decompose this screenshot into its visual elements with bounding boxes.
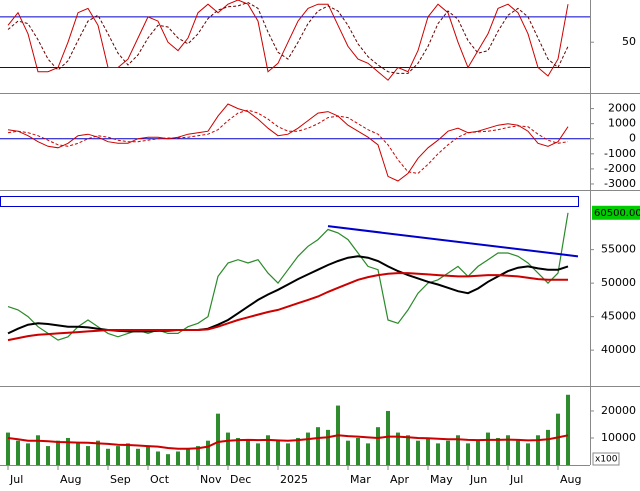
x-tick-label: Jun [469,473,487,486]
volume-bar [456,435,460,465]
volume-bar [316,427,320,465]
volume-bar [516,440,520,465]
x-tick-label: Jul [9,473,23,486]
volume-bar [176,451,180,465]
trendline [327,225,579,258]
volume-bar [56,440,60,465]
x-tick-label: Sep [110,473,131,486]
x-tick-label: Mar [350,473,371,486]
volume-bar [426,437,430,465]
series-line [7,255,569,335]
y-tick-label: -2000 [604,162,636,175]
series-line [7,434,569,450]
x-tick-label: 2025 [280,473,308,486]
volume-bar [96,440,100,465]
volume-bar [476,440,480,465]
x-tick-label: Oct [150,473,170,486]
volume-bar [286,443,290,465]
y-tick-label: 55000 [601,243,636,256]
y-tick-label: 50 [622,35,636,48]
series-line [7,0,569,81]
volume-bar [36,435,40,465]
volume-bar [566,394,570,465]
x-tick-label: Dec [230,473,251,486]
y-tick-label: 45000 [601,310,636,323]
y-tick-label: 0 [629,132,636,145]
y-tick-label: -1000 [604,147,636,160]
volume-bar [216,413,220,465]
volume-bar [126,443,130,465]
volume-bar [346,440,350,465]
volume-bar [436,443,440,465]
volume-bar [166,454,170,465]
volume-bar [386,410,390,465]
volume-bar [416,440,420,465]
last-price-label: 60500.00 [594,208,640,219]
volume-bar [556,413,560,465]
volume-bar [466,443,470,465]
volume-bar [506,435,510,465]
series-line [7,1,569,74]
x-tick-label: Aug [60,473,81,486]
volume-bar [356,437,360,465]
volume-bar [16,440,20,465]
x-tick-label: Aug [560,473,581,486]
last-price-box [592,205,640,220]
volume-bar [106,448,110,465]
y-tick-label: 50000 [601,276,636,289]
volume-bar [86,446,90,465]
volume-bar [136,448,140,465]
volume-bar [326,429,330,465]
volume-bar [296,437,300,465]
volume-bar [546,429,550,465]
volume-bar [116,446,120,465]
volume-bar [246,440,250,465]
volume-bar [526,443,530,465]
volume-bar [6,432,10,465]
volume-bar [186,448,190,465]
volume-bar [206,440,210,465]
volume-bar [276,440,280,465]
volume-bar [486,432,490,465]
price-box [0,196,579,207]
volume-bar [76,443,80,465]
x-tick-label: Apr [390,473,410,486]
volume-bar [536,435,540,465]
volume-bar [156,451,160,465]
volume-bar [146,446,150,465]
volume-bar [306,432,310,465]
y-tick-label: 2000 [608,102,636,115]
y-tick-label: 40000 [601,343,636,356]
volume-bar [256,443,260,465]
volume-bar [26,443,30,465]
volume-bar [266,435,270,465]
x-tick-label: Jul [509,473,523,486]
volume-bar [366,443,370,465]
volume-bar [446,440,450,465]
volume-bar [406,435,410,465]
volume-bar [46,446,50,465]
volume-bar [396,432,400,465]
series-line [7,272,568,342]
x-tick-label: Nov [200,473,222,486]
volume-bar [236,437,240,465]
volume-bar [376,427,380,465]
volume-bar [226,432,230,465]
y-tick-label: -3000 [604,177,636,190]
volume-bar [496,437,500,465]
y-tick-label: 1000 [608,117,636,130]
x-tick-label: May [430,473,453,486]
unit-box [592,452,620,466]
y-tick-label: 10000 [601,431,636,444]
y-tick-label: 20000 [601,404,636,417]
volume-bar [196,446,200,465]
volume-bar [66,437,70,465]
unit-label: x100 [595,455,618,465]
series-line [7,109,569,174]
